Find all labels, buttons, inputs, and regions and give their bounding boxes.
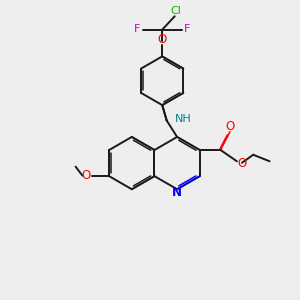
Text: O: O [158, 33, 167, 46]
Text: NH: NH [175, 114, 192, 124]
Text: F: F [184, 24, 191, 34]
Text: O: O [81, 169, 91, 182]
Text: O: O [226, 120, 235, 133]
Text: F: F [134, 24, 140, 34]
Text: Cl: Cl [171, 6, 182, 16]
Text: O: O [238, 157, 247, 170]
Text: N: N [172, 186, 182, 199]
